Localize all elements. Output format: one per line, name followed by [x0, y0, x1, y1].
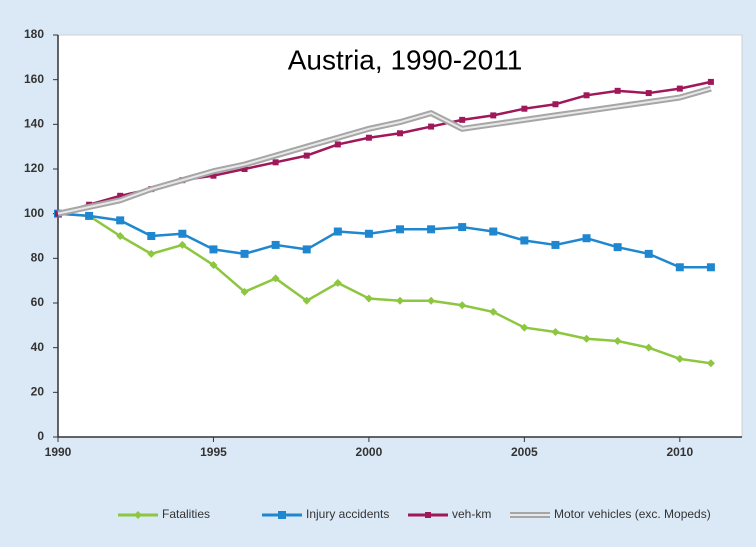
marker — [364, 294, 373, 303]
marker — [520, 323, 529, 332]
marker — [644, 343, 653, 352]
marker — [396, 296, 404, 305]
marker — [116, 216, 125, 225]
marker — [134, 511, 142, 519]
y-tick-label: 140 — [24, 117, 44, 131]
marker — [613, 336, 622, 345]
series-line — [57, 212, 712, 365]
marker — [551, 240, 560, 249]
marker — [117, 192, 124, 199]
marker — [645, 90, 652, 97]
marker — [675, 263, 684, 272]
marker — [209, 261, 218, 270]
x-tick-label: 2010 — [666, 445, 693, 459]
marker — [209, 245, 218, 254]
marker — [333, 227, 342, 236]
marker — [489, 227, 498, 236]
marker — [240, 287, 249, 296]
y-tick-label: 20 — [31, 385, 45, 399]
series-line — [57, 212, 711, 269]
marker — [706, 359, 715, 368]
marker — [178, 229, 187, 238]
x-tick-label: 2000 — [356, 445, 383, 459]
marker — [490, 112, 497, 119]
marker — [706, 263, 715, 272]
marker — [614, 87, 621, 94]
marker — [427, 296, 436, 305]
y-tick-label: 40 — [31, 340, 45, 354]
marker — [582, 234, 591, 243]
y-tick-label: 160 — [24, 72, 44, 86]
marker — [302, 296, 311, 305]
marker — [427, 225, 436, 234]
marker — [582, 334, 591, 343]
marker — [644, 249, 653, 258]
y-tick-label: 80 — [31, 251, 45, 265]
marker — [551, 328, 560, 337]
marker — [240, 249, 249, 258]
y-tick-label: 100 — [24, 206, 44, 220]
marker — [272, 159, 279, 166]
legend-label: Motor vehicles (exc. Mopeds) — [554, 507, 711, 521]
y-tick-label: 0 — [37, 429, 44, 443]
marker — [147, 232, 156, 240]
marker — [458, 301, 467, 310]
marker — [583, 92, 590, 99]
marker — [365, 134, 372, 141]
marker — [428, 123, 435, 130]
y-tick-label: 60 — [31, 295, 45, 309]
marker — [85, 211, 94, 220]
marker — [116, 232, 125, 240]
x-tick-label: 2005 — [511, 445, 538, 459]
marker — [278, 511, 286, 519]
marker — [675, 354, 684, 363]
marker — [676, 85, 683, 92]
marker — [302, 245, 311, 254]
marker — [334, 141, 341, 148]
legend-label: veh-km — [452, 507, 491, 521]
x-tick-label: 1990 — [45, 445, 72, 459]
marker — [178, 240, 187, 249]
marker — [459, 116, 466, 123]
marker — [333, 278, 342, 287]
marker — [521, 105, 528, 112]
legend-label: Fatalities — [162, 507, 210, 521]
marker — [397, 130, 403, 137]
marker — [241, 166, 248, 172]
marker — [489, 307, 498, 316]
chart-title: Austria, 1990-2011 — [288, 44, 523, 75]
marker — [396, 225, 404, 234]
y-tick-label: 180 — [24, 27, 44, 41]
legend-label: Injury accidents — [306, 507, 389, 521]
marker — [613, 243, 622, 252]
marker — [303, 152, 310, 159]
y-tick-label: 120 — [24, 161, 44, 175]
marker — [364, 229, 373, 238]
marker — [425, 512, 431, 518]
marker — [458, 223, 467, 232]
marker — [271, 240, 280, 249]
x-tick-label: 1995 — [200, 445, 227, 459]
series-line-inner — [57, 87, 712, 215]
marker — [271, 274, 280, 283]
marker — [147, 249, 156, 258]
marker — [552, 101, 559, 108]
marker — [707, 78, 714, 85]
marker — [520, 236, 529, 245]
marker — [210, 172, 217, 179]
